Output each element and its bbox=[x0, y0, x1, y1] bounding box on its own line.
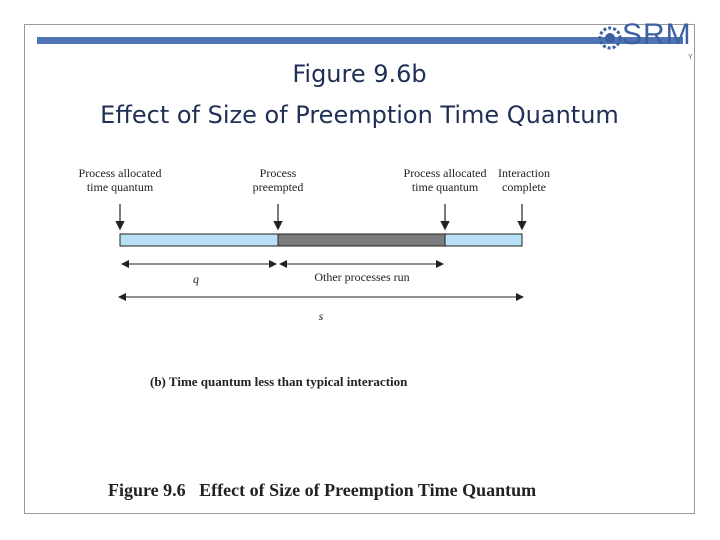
sub-caption: (b) Time quantum less than typical inter… bbox=[150, 374, 408, 389]
logo-text: SRM bbox=[622, 18, 692, 51]
segment-process-run-2 bbox=[444, 233, 523, 247]
span-other-label: Other processes run bbox=[314, 270, 409, 284]
slide-title-line2: Effect of Size of Preemption Time Quantu… bbox=[100, 101, 619, 129]
slide-top-bar bbox=[37, 37, 683, 44]
logo-emblem-icon bbox=[598, 26, 622, 50]
logo-tag: Y bbox=[688, 54, 693, 61]
srm-logo: SRM Y bbox=[594, 18, 704, 74]
main-caption: Figure 9.6 Effect of Size of Preemption … bbox=[108, 480, 537, 500]
label-process-allocated-1: Process allocated time quantum bbox=[78, 166, 162, 194]
slide-title-line1: Figure 9.6b bbox=[292, 60, 427, 88]
segment-other-processes bbox=[277, 233, 446, 247]
segment-process-run-1 bbox=[119, 233, 279, 247]
span-q-label: q bbox=[193, 272, 199, 286]
label-interaction-complete: Interaction complete bbox=[498, 166, 550, 194]
slide-frame bbox=[24, 24, 695, 514]
label-process-preempted: Process preempted bbox=[252, 166, 304, 194]
label-process-allocated-2: Process allocated time quantum bbox=[403, 166, 487, 194]
span-s-label: s bbox=[319, 309, 324, 323]
